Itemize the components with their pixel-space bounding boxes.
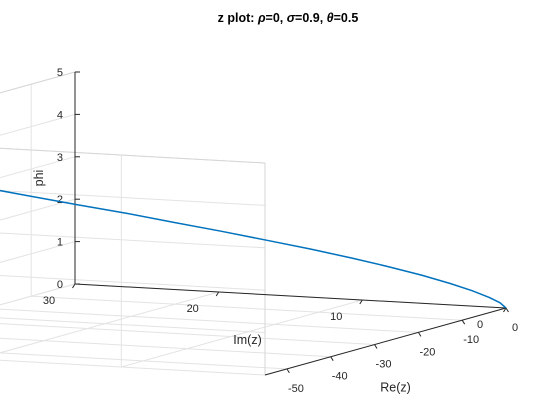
x-axis-line	[264, 307, 507, 376]
x-tick-mark	[330, 356, 334, 361]
z-tick-label: 0	[57, 279, 63, 291]
y-tick-label: 0	[477, 319, 483, 331]
title-part: =0,	[266, 11, 287, 25]
x-tick-mark	[286, 368, 290, 374]
data-series	[0, 189, 507, 309]
title-part: σ	[287, 11, 296, 25]
axes-box	[72, 71, 509, 376]
z-tick-label: 2	[57, 194, 63, 206]
floor-grid-y-line	[0, 291, 219, 354]
x-tick-mark	[374, 344, 378, 349]
x-tick-label: -40	[332, 371, 348, 383]
y-tick-label: 10	[330, 311, 342, 323]
z-axis-label: phi	[32, 170, 46, 187]
y-tick-mark	[72, 283, 76, 289]
wall-grid-z-line	[0, 232, 266, 249]
title-part: z plot:	[218, 11, 258, 25]
wall-grid-z-line	[0, 190, 266, 206]
wall-grid-z-line	[0, 198, 76, 221]
chart-title: z plot: ρ=0, σ=0.9, θ=0.5	[218, 11, 359, 25]
wall-grid-z-line	[0, 274, 266, 291]
box-edge	[0, 71, 76, 94]
wall-grid-z-line	[0, 359, 266, 376]
wall-grid-z-line	[0, 317, 266, 334]
title-part: ρ	[257, 11, 266, 25]
x-tick-label: 0	[512, 322, 518, 334]
floor-grid-x-line	[0, 337, 331, 358]
x-tick-label: -10	[463, 334, 479, 346]
floor-grid-x-line	[0, 352, 287, 370]
floor-grid-x-line	[31, 295, 463, 321]
wall-grid-z-line	[0, 241, 76, 263]
floor-grid-x-line	[0, 308, 419, 333]
floor-grid-y-line	[121, 299, 363, 368]
title-part: =0.9,	[295, 11, 327, 25]
z-tick-label: 4	[57, 109, 63, 121]
floor-grid-x-line	[0, 323, 375, 345]
x-tick-label: -20	[419, 346, 435, 358]
z-tick-label: 5	[57, 67, 63, 79]
x-axis-label: Re(z)	[380, 381, 411, 395]
y-tick-label: 30	[43, 295, 55, 307]
z-tick-label: 3	[57, 152, 63, 164]
x-tick-label: -50	[288, 383, 304, 395]
y-axis-line	[74, 283, 507, 309]
x-tick-mark	[461, 319, 466, 325]
y-tick-mark	[215, 291, 220, 297]
x-tick-mark	[505, 307, 509, 313]
wall-grid-z-line	[0, 147, 266, 164]
wall-grid-z-line	[0, 283, 76, 306]
wall-grid-z-line	[0, 113, 76, 136]
box-edge	[0, 147, 266, 164]
y-tick-mark	[503, 307, 507, 313]
y-axis-label: Im(z)	[233, 333, 261, 347]
series-line-1	[0, 189, 507, 309]
x-tick-label: -30	[376, 359, 392, 371]
title-part: =0.5	[334, 11, 359, 25]
wall-grid-z-line	[0, 156, 76, 179]
x-tick-mark	[417, 332, 422, 337]
z-tick-label: 1	[57, 237, 63, 249]
title-part: θ	[327, 11, 334, 25]
y-tick-label: 20	[187, 303, 199, 315]
y-tick-mark	[359, 299, 363, 305]
